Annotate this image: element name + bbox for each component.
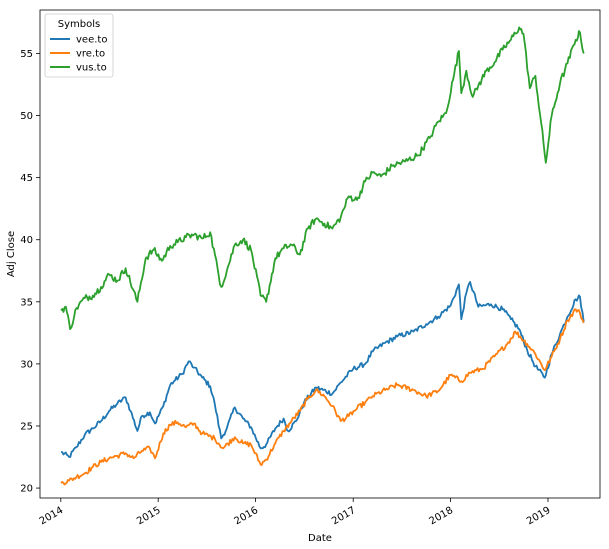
x-axis-title: Date [308, 533, 332, 544]
x-tick-label: 2016 [233, 505, 261, 527]
series-line-vus-to [60, 26, 585, 330]
legend-box [44, 13, 114, 78]
x-tick-label: 2018 [428, 505, 456, 527]
x-tick-label: 2014 [38, 505, 66, 527]
y-tick-label: 30 [20, 359, 33, 370]
series-line-vee-to [61, 281, 585, 458]
y-axis: 20 25 30 35 40 45 50 55 [20, 49, 40, 495]
y-tick-label: 20 [20, 484, 33, 495]
y-axis-title: Adj Close [6, 231, 17, 277]
series-layer [60, 26, 585, 486]
y-tick-label: 55 [20, 49, 33, 60]
x-tick-label: 2017 [330, 505, 358, 527]
legend: Symbols vee.to vre.to vus.to [44, 13, 114, 78]
legend-label-vus-to: vus.to [76, 63, 107, 74]
y-tick-label: 25 [20, 421, 33, 432]
y-tick-label: 40 [20, 235, 33, 246]
x-tick-label: 2015 [135, 505, 163, 527]
legend-title: Symbols [58, 19, 100, 30]
legend-label-vre-to: vre.to [76, 49, 105, 60]
x-tick-label: 2019 [525, 505, 553, 527]
y-tick-label: 50 [20, 111, 33, 122]
plot-frame [39, 9, 601, 499]
legend-label-vee-to: vee.to [76, 35, 107, 46]
y-tick-label: 45 [20, 173, 33, 184]
x-axis: 2014 2015 2016 2017 2018 2019 [38, 498, 553, 527]
series-line-vre-to [60, 308, 585, 486]
y-tick-label: 35 [20, 297, 33, 308]
